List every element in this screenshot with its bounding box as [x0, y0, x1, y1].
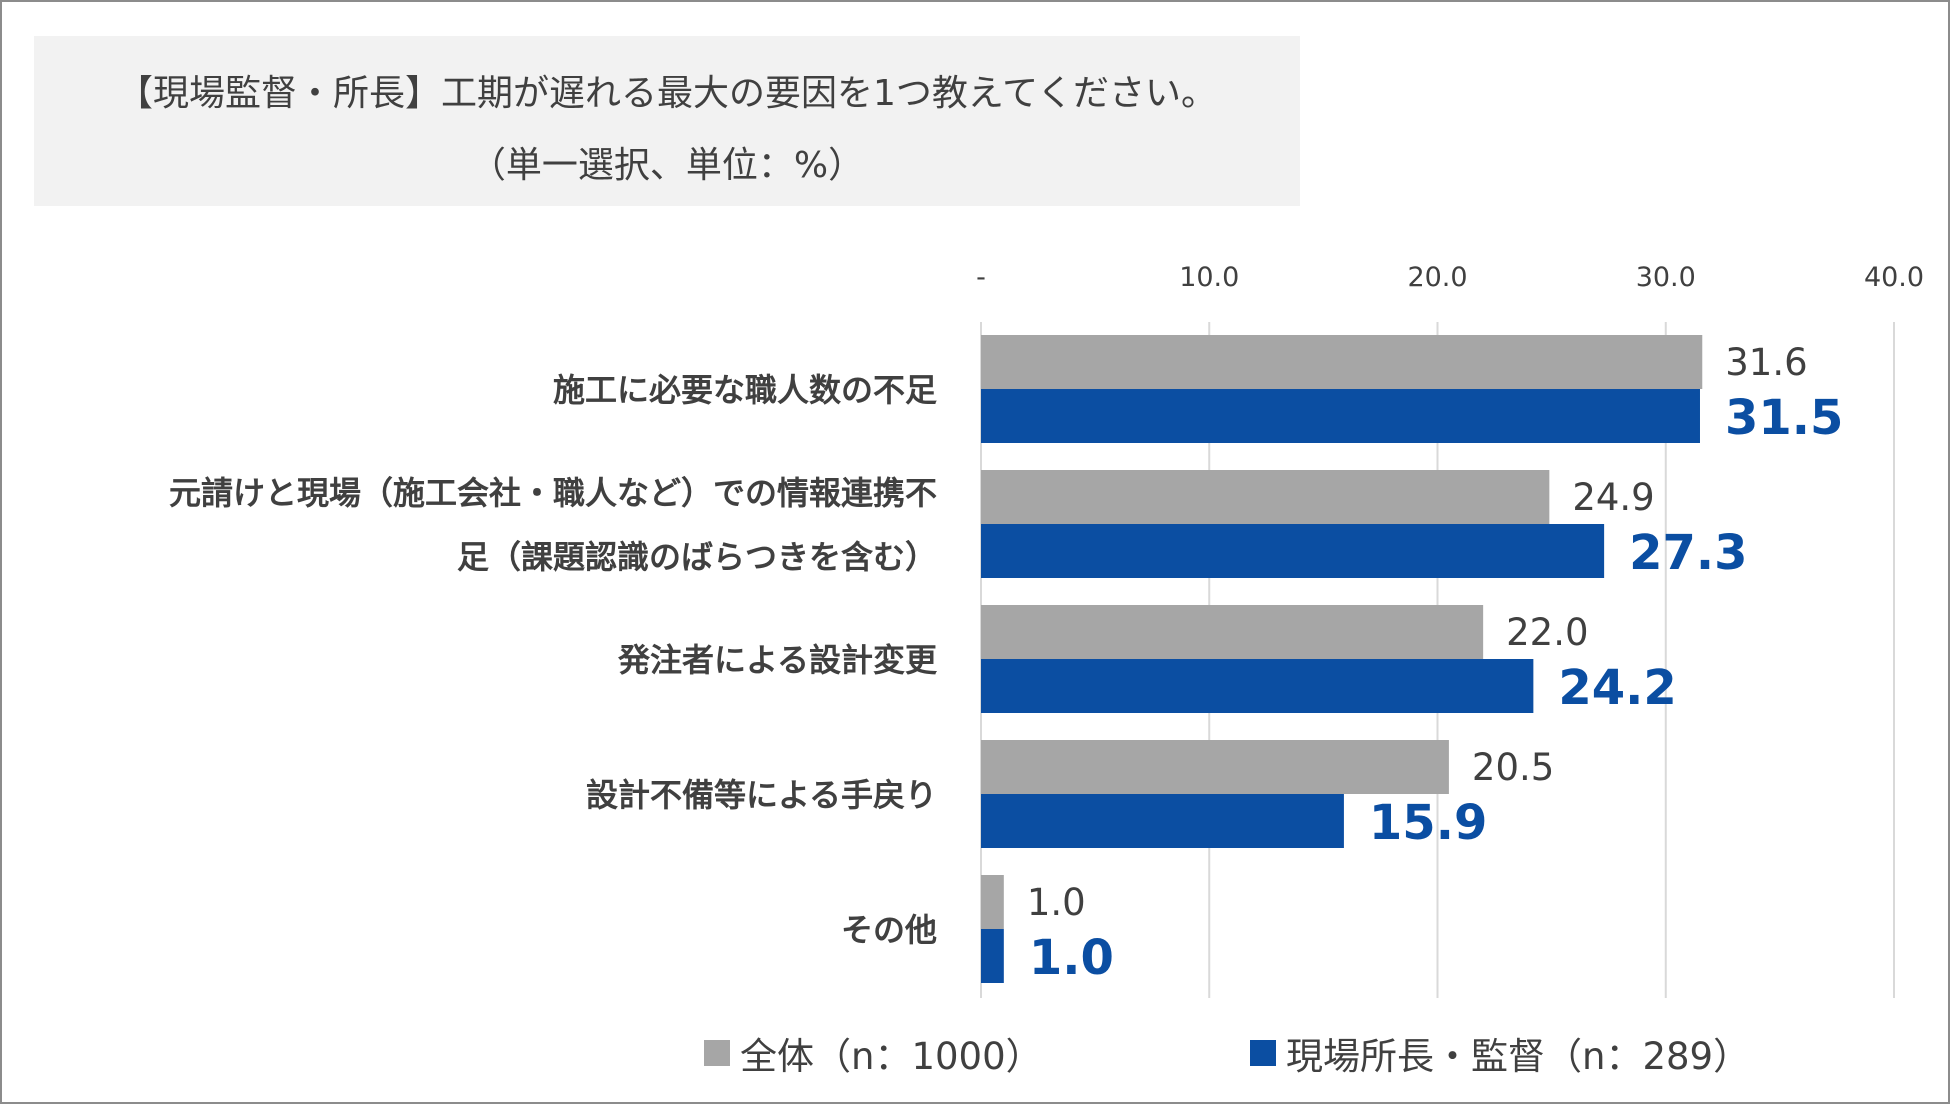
- data-label-series-b-0: 31.5: [1725, 390, 1843, 446]
- bar-series-b-4: [981, 929, 1004, 983]
- category-label-1-line-1: 足（課題認識のばらつきを含む）: [457, 538, 937, 576]
- category-label-4: その他: [841, 911, 937, 949]
- legend-label-series-b: 現場所長・監督（n：289）: [1286, 1035, 1751, 1078]
- data-label-series-a-1: 24.9: [1572, 476, 1654, 519]
- data-label-series-a-4: 1.0: [1027, 881, 1086, 924]
- x-tick-label-1: 10.0: [1179, 262, 1239, 293]
- data-label-series-b-3: 15.9: [1369, 795, 1487, 851]
- bar-series-b-1: [981, 524, 1605, 578]
- chart-title-box: 【現場監督・所長】工期が遅れる最大の要因を1つ教えてください。 （単一選択、単位…: [34, 36, 1300, 206]
- data-label-series-b-4: 1.0: [1029, 930, 1114, 986]
- bar-series-b-2: [981, 659, 1534, 713]
- x-tick-label-2: 20.0: [1407, 262, 1467, 293]
- bar-series-b-3: [981, 794, 1344, 848]
- x-tick-label-0: -: [976, 262, 986, 293]
- bar-series-a-4: [981, 875, 1004, 929]
- data-label-series-b-2: 24.2: [1558, 660, 1676, 716]
- x-tick-label-3: 30.0: [1636, 262, 1696, 293]
- category-label-3: 設計不備等による手戻り: [586, 776, 937, 814]
- data-label-series-a-3: 20.5: [1472, 746, 1554, 789]
- bar-series-b-0: [981, 389, 1700, 443]
- data-label-series-a-0: 31.6: [1725, 341, 1807, 384]
- bar-series-a-2: [981, 605, 1484, 659]
- legend-item-series-a: 全体（n：1000）: [704, 1028, 1043, 1078]
- x-tick-label-4: 40.0: [1864, 262, 1924, 293]
- chart-title: 【現場監督・所長】工期が遅れる最大の要因を1つ教えてください。: [116, 73, 1218, 114]
- legend-item-series-b: 現場所長・監督（n：289）: [1250, 1028, 1750, 1078]
- chart-subtitle: （単一選択、単位：%）: [469, 145, 865, 186]
- category-label-1-line-0: 元請けと現場（施工会社・職人など）での情報連携不: [169, 474, 937, 512]
- data-label-series-b-1: 27.3: [1629, 525, 1747, 581]
- data-label-series-a-2: 22.0: [1506, 611, 1588, 654]
- legend-swatch-series-b: [1250, 1040, 1276, 1066]
- bar-series-a-3: [981, 740, 1449, 794]
- legend-swatch-series-a: [704, 1040, 730, 1066]
- bar-series-a-0: [981, 335, 1703, 389]
- category-label-0: 施工に必要な職人数の不足: [553, 371, 937, 409]
- category-label-2: 発注者による設計変更: [617, 641, 938, 679]
- bar-series-a-1: [981, 470, 1550, 524]
- legend-label-series-a: 全体（n：1000）: [740, 1035, 1043, 1078]
